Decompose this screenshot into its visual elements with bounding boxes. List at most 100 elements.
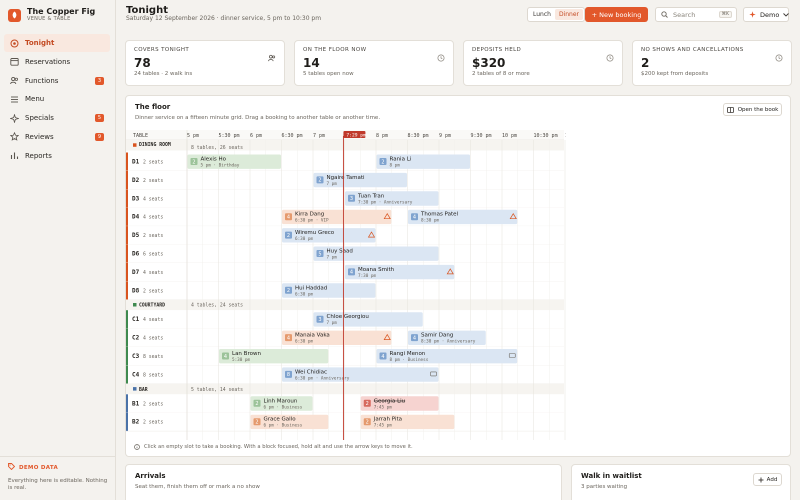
stat-subtext: 24 tables · 2 walk ins [134,71,193,77]
demo-select-label: Demo [760,10,780,19]
booking-background [282,228,376,243]
open-the-book-button[interactable]: Open the book [723,103,782,116]
section-color-dot [133,387,137,391]
sidebar-item-tonight[interactable]: Tonight [4,34,110,52]
booking-background [250,396,313,411]
sidebar-item-label: Functions [25,76,59,85]
booking-background [360,414,455,430]
booking-guest-name: Ngaire Tamati [327,175,365,181]
sidebar-item-reservations[interactable]: Reservations [4,53,110,71]
time-tick-label: 11 pm [565,133,566,139]
search-input[interactable]: Search ⌘K [655,7,737,22]
people-icon [10,76,19,85]
floor-title: The floor [135,103,171,111]
new-booking-button[interactable]: + New booking [585,7,648,22]
sidebar-item-reports[interactable]: Reports [4,147,110,165]
booking-covers: 2 [381,159,384,165]
table-row [126,394,564,413]
booking-covers: 2 [287,233,290,239]
plus-icon [758,477,764,483]
top-header: Tonight Saturday 12 September 2026 · din… [116,0,800,32]
sidebar: The Copper Fig VENUE & TABLE Tonight Rese… [0,0,116,500]
booking-guest-name: Georgia Liu [374,398,405,404]
booking-covers: 4 [413,335,416,341]
time-tick-label: 10 pm [502,133,517,139]
booking-detail: 7:45 pm [374,404,393,410]
booking-block[interactable]: 2 Alexis Ho5 pm · Birthday [187,154,282,169]
booking-background [376,349,518,364]
sidebar-item-label: Reports [25,151,52,160]
sidebar-item-badge: 3 [95,76,104,85]
table-id: C3 [132,353,140,360]
booking-guest-name: Tuan Tran [357,193,385,199]
waitlist-add-label: Add [766,476,778,483]
service-option-dinner[interactable]: Dinner [554,9,584,20]
booking-covers: 2 [366,401,369,407]
table-seats: 2 seats [143,178,163,184]
stat-value: 2 [641,56,650,70]
waitlist-add-button[interactable]: Add [753,473,782,486]
table-row-accent [126,207,128,227]
booking-detail: 6:30 pm · Anniversary [295,375,350,381]
sparkle-icon [10,113,19,123]
stat-subtext: 2 tables of 8 or more [472,71,530,77]
service-option-lunch[interactable]: Lunch [533,11,551,18]
search-placeholder: Search [673,10,696,19]
sidebar-item-reviews[interactable]: Reviews 9 [4,128,110,146]
table-seats: 2 seats [143,160,163,166]
booking-background [282,367,439,382]
booking-covers: 2 [255,420,258,426]
clock-icon [437,47,445,66]
stat-label: DEPOSITS HELD [472,47,522,53]
covers-badge [411,213,418,221]
table-id: D4 [132,214,140,221]
search-shortcut: ⌘K [718,11,732,18]
brand-logo-icon [8,8,21,22]
booking-detail: 7 pm [327,320,338,326]
booking-background [282,330,392,345]
waitlist-panel: Walk in waitlist 3 parties waiting Add [571,464,791,500]
table-id: C4 [132,371,140,378]
booking-block[interactable]: 2 Rania Li8 pm [376,154,471,169]
table-seats: 4 seats [143,215,163,221]
sidebar-item-specials[interactable]: Specials 5 [4,109,110,127]
demo-select[interactable]: Demo [743,7,790,22]
covers-badge [411,334,418,342]
people-icon [268,47,276,66]
table-seats: 8 seats [143,354,163,360]
sidebar-item-menu[interactable]: Menu [4,90,110,108]
time-tick-label: 8 pm [376,133,388,139]
booking-background [282,283,376,298]
stat-label: NO SHOWS AND CANCELLATIONS [641,47,744,53]
sidebar-item-functions[interactable]: Functions 3 [4,72,110,90]
booking-covers: 2 [255,401,258,407]
time-tick-label: 6:30 pm [282,133,303,139]
warning-icon [367,231,376,238]
booking-detail: 8:30 pm · Anniversary [421,339,476,345]
table-row [126,412,564,432]
booking-guest-name: Wiremu Greco [295,230,335,236]
arrivals-title: Arrivals [135,472,166,480]
booking-detail: 8 pm · Business [390,357,429,363]
covers-badge [348,268,355,276]
brand[interactable]: The Copper Fig VENUE & TABLE [8,7,95,23]
booking-covers: 3 [350,196,353,202]
